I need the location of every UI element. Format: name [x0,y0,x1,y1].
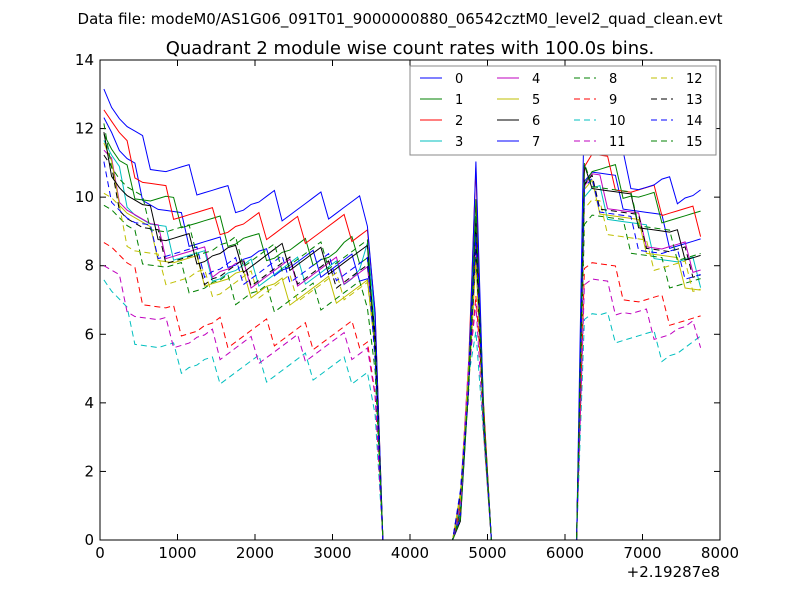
series-line-5 [103,142,701,541]
x-tick-label: 0 [95,544,105,562]
y-tick-label: 10 [75,188,94,206]
legend-label-13: 13 [686,93,703,108]
y-tick-label: 2 [84,462,94,480]
legend-label-7: 7 [532,135,540,150]
series-line-3 [103,140,702,541]
chart-title: Quadrant 2 module wise count rates with … [166,38,655,59]
series-line-8 [103,204,701,541]
legend-label-4: 4 [532,72,540,87]
legend-label-3: 3 [455,135,463,150]
legend-label-1: 1 [455,93,463,108]
legend-label-8: 8 [609,72,617,87]
series-line-6 [103,132,701,541]
legend-label-5: 5 [532,93,540,108]
legend-label-6: 6 [532,114,540,129]
series-line-15 [103,123,701,541]
series-line-11 [103,265,702,541]
series-line-14 [103,161,701,541]
x-tick-label: 4000 [391,544,429,562]
series-line-13 [103,154,701,541]
data-file-label: Data file: modeM0/AS1G06_091T01_90000008… [78,10,723,29]
x-offset-label: +2.19287e8 [627,563,720,581]
y-tick-label: 4 [84,394,94,412]
y-tick-label: 6 [84,325,94,343]
series-line-10 [103,279,701,541]
x-tick-label: 3000 [313,544,351,562]
x-tick-label: 8000 [701,544,739,562]
series-line-1 [103,134,701,541]
legend-label-2: 2 [455,114,463,129]
plot-frame [99,59,721,541]
legend-label-11: 11 [609,135,626,150]
legend-label-12: 12 [686,72,703,87]
y-tick-label: 12 [75,120,94,138]
x-tick-label: 1000 [158,544,196,562]
legend-label-0: 0 [455,72,463,87]
y-tick-label: 8 [84,257,94,275]
x-tick-label: 2000 [236,544,274,562]
legend-label-14: 14 [686,114,703,129]
x-tick-label: 5000 [468,544,506,562]
x-tick-label: 6000 [546,544,584,562]
y-tick-label: 0 [84,531,94,549]
legend-label-9: 9 [609,93,617,108]
legend-box [409,65,717,156]
series-line-4 [103,149,701,541]
y-tick-label: 14 [75,51,94,69]
series-line-9 [103,242,701,541]
x-tick-label: 7000 [623,544,661,562]
legend-label-10: 10 [609,114,626,129]
legend-label-15: 15 [686,135,703,150]
series-line-7 [103,88,701,541]
